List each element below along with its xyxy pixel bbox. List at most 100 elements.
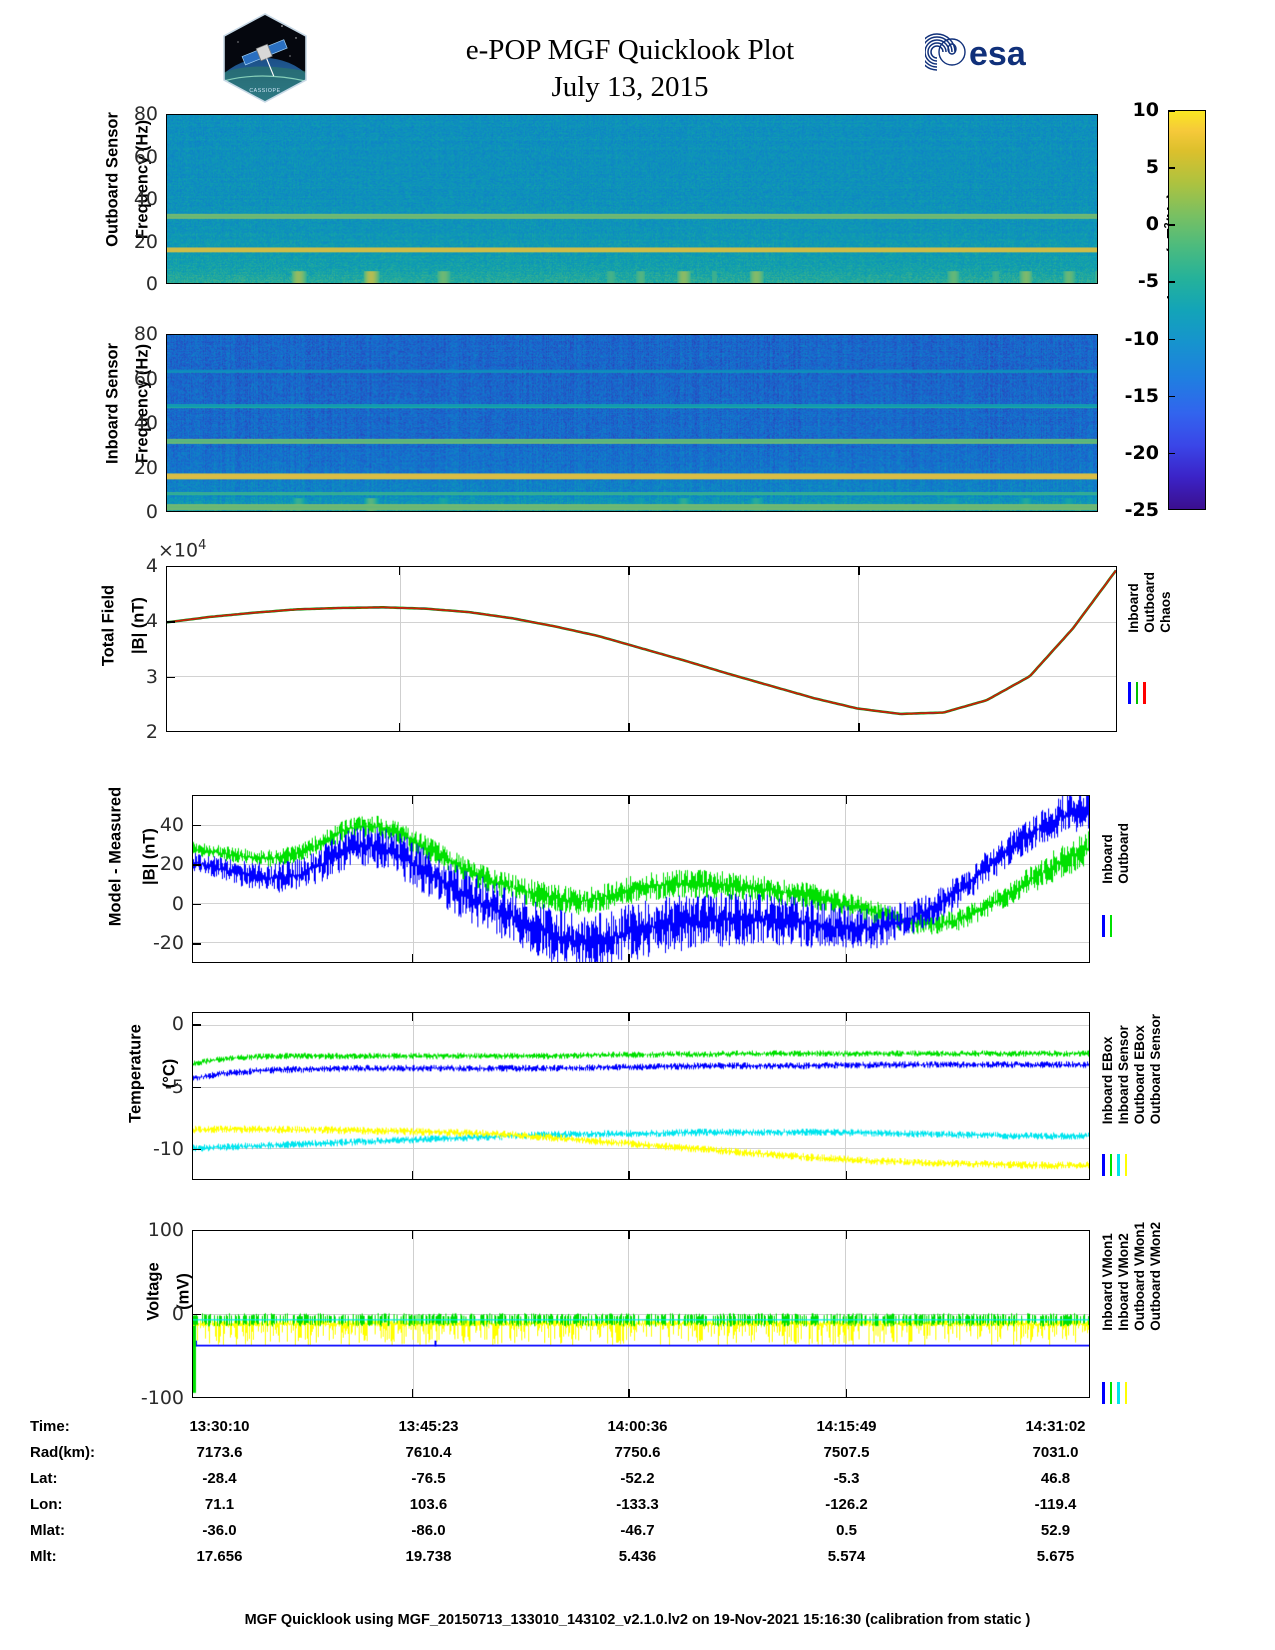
page-title-block: e-POP MGF Quicklook Plot July 13, 2015 <box>330 32 930 106</box>
y-tick: 60 <box>133 145 158 168</box>
model-measured-y-axis-label: Model - Measured <box>106 786 125 927</box>
table-cell: 14:31:02 <box>1025 1417 1086 1435</box>
table-cell: 46.8 <box>1040 1469 1071 1487</box>
legend-swatch-inboard-sensor <box>1109 1154 1113 1176</box>
y-tick: 20 <box>159 853 184 876</box>
total-field-y-axis-label: Total Field <box>99 584 118 667</box>
legend-swatch-outboard-ebox <box>1117 1154 1120 1176</box>
legend-swatch-inboard-vmon1 <box>1102 1382 1105 1404</box>
colorbar-tick: 10 <box>1132 99 1159 121</box>
panel-total-field: Total Field |B| (nT) ×104 2 3 4 4 4 Inbo… <box>100 538 1174 743</box>
legend-label: Inboard VMon2 <box>1116 1233 1131 1331</box>
table-row-label: Mlat: <box>30 1521 65 1539</box>
plot-area <box>166 114 1098 284</box>
svg-text:CASSIOPE: CASSIOPE <box>249 88 280 94</box>
page-header: CASSIOPE e-POP MGF Quicklook Plot July 1… <box>0 0 1275 110</box>
y-tick: 0 <box>171 1303 184 1325</box>
table-row: Mlt: 17.656 19.738 5.436 5.574 5.675 <box>30 1543 1160 1569</box>
legend-swatch-inboard <box>1102 915 1105 937</box>
y-tick: -100 <box>140 1387 184 1409</box>
table-cell: 13:45:23 <box>398 1417 459 1435</box>
table-row-label: Lat: <box>30 1469 58 1487</box>
table-cell: -126.2 <box>825 1495 868 1513</box>
y-tick: 100 <box>147 1219 184 1241</box>
legend-label: Outboard <box>1142 572 1157 633</box>
table-cell: -76.5 <box>411 1469 446 1487</box>
table-row: Time: 13:30:10 13:45:23 14:00:36 14:15:49 14:… <box>30 1413 1160 1439</box>
colorbar-tick: -15 <box>1124 384 1159 407</box>
table-cell: 14:15:49 <box>816 1417 877 1435</box>
table-cell: 7507.5 <box>823 1443 870 1461</box>
table-cell: -52.2 <box>620 1469 655 1487</box>
y-tick: 0 <box>171 1013 184 1036</box>
table-cell: 0.5 <box>836 1521 857 1539</box>
legend-swatch-outboard-vmon1 <box>1117 1382 1120 1404</box>
page-subtitle-date: July 13, 2015 <box>551 71 709 103</box>
colorbar: 10 5 0 -5 -10 -15 -20 -25 <box>1125 99 1206 521</box>
table-row: Lon: 71.1 103.6 -133.3 -126.2 -119.4 <box>30 1491 1160 1517</box>
y-tick: -20 <box>152 932 184 955</box>
total-field-axis-multiplier: ×104 <box>158 538 207 562</box>
legend-swatch-inboard <box>1128 682 1131 704</box>
table-cell: 103.6 <box>409 1495 448 1513</box>
table-cell: 7750.6 <box>614 1443 661 1461</box>
table-cell: 19.738 <box>405 1547 452 1565</box>
table-cell: 7173.6 <box>196 1443 243 1461</box>
table-cell: -119.4 <box>1034 1495 1077 1513</box>
colorbar-gradient <box>1168 110 1206 510</box>
y-tick: 60 <box>133 367 158 390</box>
table-cell: -36.0 <box>202 1521 237 1539</box>
y-tick: 4 <box>145 610 158 633</box>
y-tick: 20 <box>133 456 158 479</box>
legend-label: Inboard <box>1126 583 1141 633</box>
y-tick: 20 <box>133 230 158 253</box>
table-cell: 14:00:36 <box>607 1417 668 1435</box>
inboard-spectrogram-image <box>167 335 1097 511</box>
temperature-traces <box>193 1013 1089 1179</box>
colorbar-tick: -5 <box>1137 270 1159 293</box>
legend-label: Outboard VMon1 <box>1132 1222 1147 1331</box>
outboard-y-axis-label: Outboard Sensor <box>103 112 122 247</box>
colorbar-tick: -10 <box>1124 327 1159 350</box>
legend-label: Inboard VMon1 <box>1100 1233 1115 1331</box>
y-tick: 80 <box>133 323 158 345</box>
table-cell: 5.675 <box>1036 1547 1075 1565</box>
panel-temperature: Temperature (°C) 0 -5 -10 Inboard EBox I… <box>127 1012 1163 1180</box>
y-tick: 2 <box>145 721 158 743</box>
panel-model-minus-measured: Model - Measured |B| (nT) 40 20 0 -20 In… <box>107 787 1131 963</box>
legend-swatch-outboard <box>1109 915 1113 937</box>
legend-label: Outboard VMon2 <box>1148 1222 1163 1331</box>
y-tick: -5 <box>165 1075 184 1098</box>
model-measured-y-axis-label-2: |B| (nT) <box>140 828 159 885</box>
model-measured-traces <box>193 796 1089 962</box>
temperature-y-axis-label: Temperature <box>126 1024 145 1123</box>
table-cell: -5.3 <box>833 1469 860 1487</box>
legend-label: Inboard Sensor <box>1116 1025 1131 1125</box>
colorbar-tick: -20 <box>1124 441 1159 464</box>
y-tick: 0 <box>145 273 158 295</box>
plot-area <box>192 795 1090 963</box>
table-cell: 17.656 <box>196 1547 243 1565</box>
table-row: Lat: -28.4 -76.5 -52.2 -5.3 46.8 <box>30 1465 1160 1491</box>
cassiope-mission-patch-logo: CASSIOPE <box>223 13 307 103</box>
outboard-spectrogram-image <box>167 115 1097 283</box>
table-cell: 7031.0 <box>1032 1443 1079 1461</box>
table-row-label: Rad(km): <box>30 1443 96 1461</box>
temperature-y-axis-label-2: (°C) <box>160 1058 179 1089</box>
y-tick: 40 <box>159 813 184 836</box>
colorbar-tick: -25 <box>1124 499 1159 521</box>
legend-swatch-outboard-vmon2 <box>1124 1382 1128 1404</box>
legend-label: Outboard EBox <box>1132 1025 1147 1125</box>
legend-swatch-inboard-vmon2 <box>1109 1382 1113 1404</box>
y-tick-top: 4 <box>145 555 158 577</box>
table-cell: 5.574 <box>827 1547 866 1565</box>
plot-area <box>192 1230 1090 1398</box>
panel-outboard-spectrogram: Outboard Sensor Frequency (Hz) 0 20 40 6… <box>104 103 1098 295</box>
legend-label: Outboard <box>1116 823 1131 884</box>
voltage-traces <box>193 1231 1089 1397</box>
table-cell: 71.1 <box>204 1495 235 1513</box>
page-title: e-POP MGF Quicklook Plot <box>465 34 795 66</box>
table-row-label: Mlt: <box>30 1547 57 1565</box>
legend-label: Outboard Sensor <box>1148 1014 1163 1125</box>
table-row: Mlat: -36.0 -86.0 -46.7 0.5 52.9 <box>30 1517 1160 1543</box>
